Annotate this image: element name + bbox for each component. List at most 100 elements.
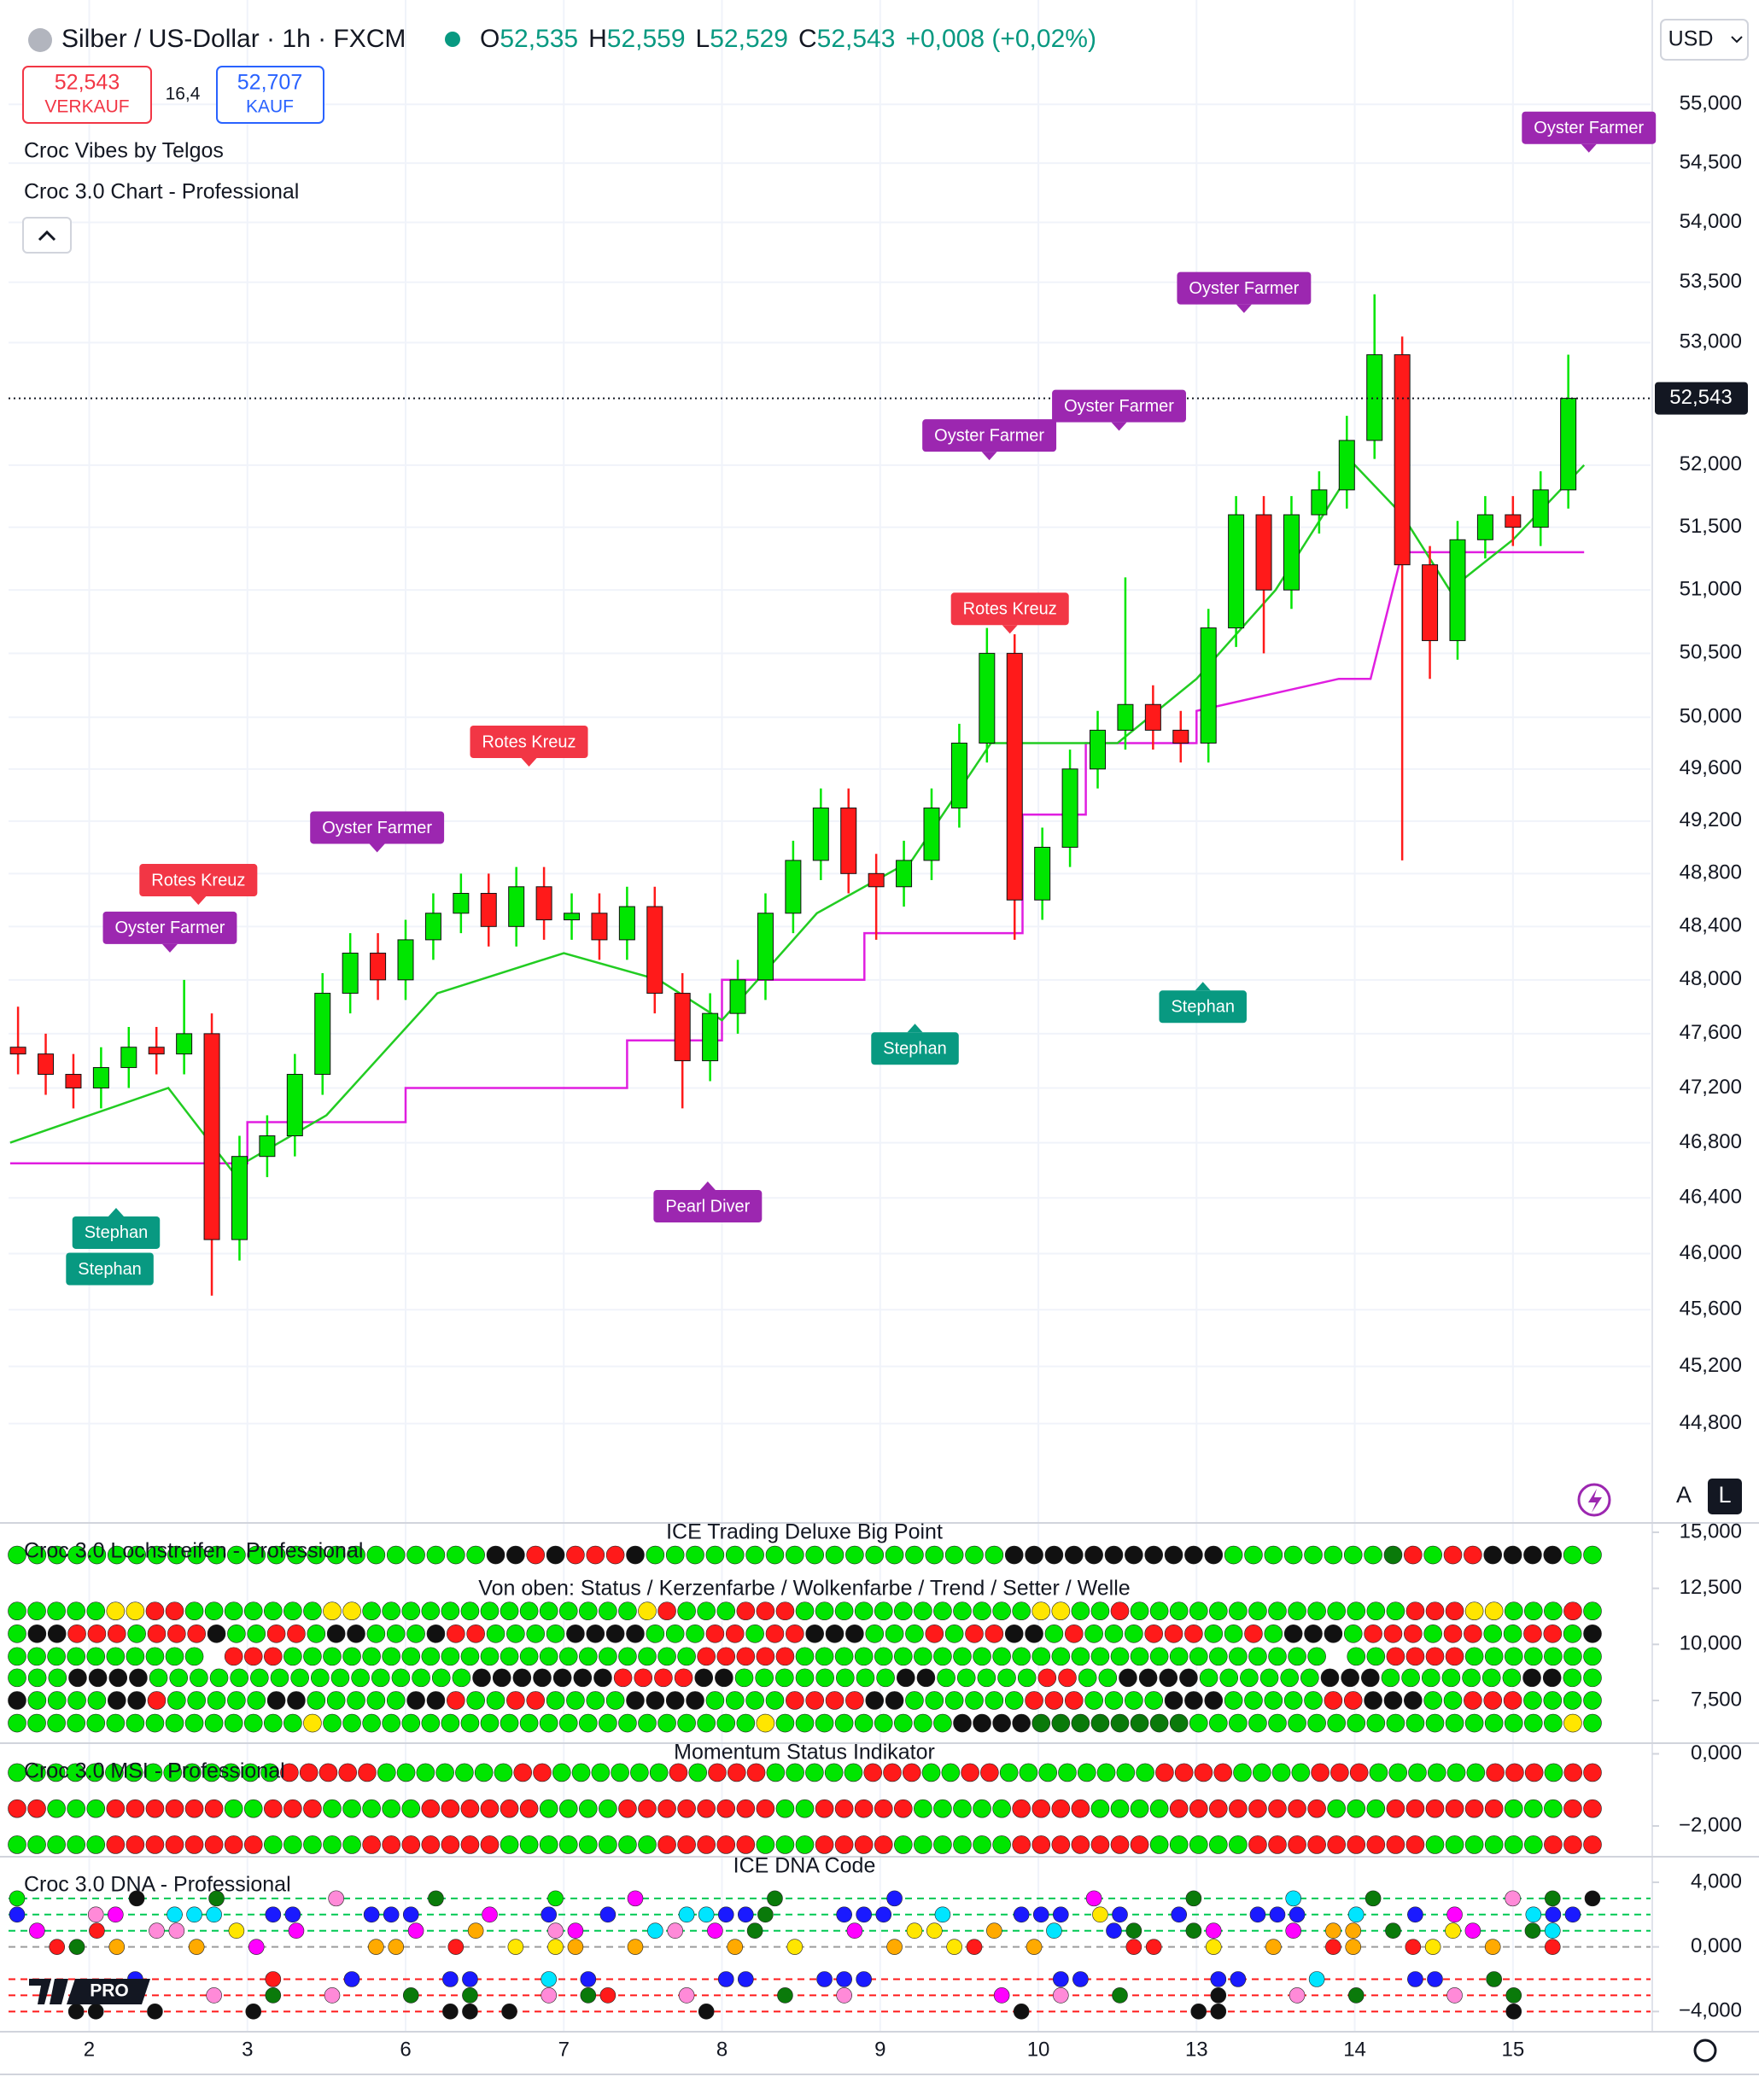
sell-button[interactable] (22, 66, 152, 124)
status-dot (1481, 1668, 1501, 1688)
status-dot (547, 1922, 564, 1940)
status-dot (1229, 1835, 1248, 1854)
status-dot (944, 1691, 964, 1710)
status-dot (1324, 1624, 1343, 1643)
status-dot (480, 1799, 500, 1818)
status-dot (149, 1668, 168, 1688)
pane-title: ICE Trading Deluxe Big Point (666, 1520, 943, 1544)
status-dot (163, 1763, 183, 1782)
status-dot (168, 1922, 185, 1940)
status-dot (1462, 1668, 1481, 1688)
scale-button-bg[interactable] (1708, 1479, 1742, 1514)
status-dot (674, 1668, 693, 1688)
status-dot (1233, 1763, 1252, 1782)
status-dot (1025, 1545, 1043, 1565)
status-dot (1405, 1647, 1425, 1666)
indicator-name[interactable]: Croc 3.0 Chart - Professional (24, 180, 299, 204)
status-dot (914, 1601, 932, 1621)
logo-mark (29, 1979, 68, 2004)
status-dot (124, 1763, 143, 1782)
status-dot (966, 1939, 983, 1955)
status-dot (89, 1922, 105, 1940)
status-dot (805, 1763, 824, 1782)
status-dot (677, 1799, 696, 1818)
status-dot (894, 1799, 913, 1818)
status-dot (618, 1601, 637, 1621)
status-dot (1169, 1647, 1189, 1666)
status-dot (421, 1601, 441, 1621)
candle-body (92, 1067, 109, 1088)
scale-button[interactable]: L (1718, 1482, 1731, 1508)
status-dot (795, 1799, 815, 1818)
status-dot (1004, 1691, 1024, 1710)
status-dot (1194, 1763, 1213, 1782)
status-dot (1051, 1799, 1071, 1818)
status-dot (149, 1922, 165, 1940)
status-dot (1199, 1668, 1218, 1688)
ohlc-value: 52,559 (607, 25, 686, 53)
status-dot (825, 1624, 844, 1643)
status-dot (1044, 1624, 1064, 1643)
status-dot (500, 1647, 519, 1666)
status-dot (8, 1713, 26, 1733)
status-dot (756, 1835, 775, 1854)
status-dot (1053, 1906, 1069, 1923)
status-dot (1130, 1601, 1149, 1621)
status-dot (765, 1545, 785, 1565)
status-dot (775, 1835, 795, 1854)
status-dot (638, 1835, 657, 1854)
status-dot (1386, 1799, 1405, 1818)
settings-icon[interactable] (1693, 2039, 1717, 2062)
signal-pointer (521, 757, 537, 767)
signal-label-text: Rotes Kreuz (963, 600, 1057, 619)
status-dot (1386, 1835, 1405, 1854)
y-tick-label: 50,000 (1680, 705, 1742, 728)
status-dot (1229, 1799, 1248, 1818)
status-dot (145, 1601, 165, 1621)
buy-button[interactable] (216, 66, 324, 124)
status-dot (1401, 1668, 1420, 1688)
status-dot (435, 1763, 454, 1782)
status-dot (1104, 1691, 1124, 1710)
signal-label (1159, 990, 1247, 1024)
status-dot (824, 1763, 844, 1782)
status-dot (500, 1799, 519, 1818)
status-dot (1224, 1545, 1243, 1565)
status-dot (1343, 1691, 1363, 1710)
status-dot (303, 1647, 322, 1666)
status-dot (228, 1922, 245, 1940)
y-tick-label: 47,200 (1680, 1076, 1742, 1099)
scale-button[interactable]: A (1676, 1482, 1692, 1508)
status-dot (533, 1763, 552, 1782)
status-dot (863, 1763, 883, 1782)
status-dot (1189, 1647, 1208, 1666)
status-dot (1209, 1601, 1228, 1621)
indicator-name[interactable]: Croc Vibes by Telgos (24, 139, 224, 163)
status-dot (667, 1922, 683, 1940)
status-dot (677, 1647, 696, 1666)
status-dot (388, 1939, 405, 1955)
y-tick-label: 46,000 (1680, 1241, 1742, 1264)
status-dot (865, 1624, 885, 1643)
status-dot (1072, 1971, 1089, 1987)
status-dot (1155, 1763, 1174, 1782)
status-dot (1229, 1601, 1248, 1621)
status-dot (265, 1906, 282, 1923)
candle-body (1560, 398, 1577, 491)
alert-icon[interactable] (1577, 1483, 1611, 1517)
status-dot (1483, 1691, 1503, 1710)
status-dot (775, 1799, 795, 1818)
buy-price: 52,707 (237, 71, 302, 95)
status-dot (480, 1647, 500, 1666)
status-dot (347, 1624, 365, 1643)
status-dot (1244, 1545, 1263, 1565)
status-dot (579, 1799, 598, 1818)
status-dot (307, 1691, 326, 1710)
status-dot (1248, 1713, 1267, 1733)
status-dot (1026, 1939, 1043, 1955)
status-dot (402, 1906, 419, 1923)
status-dot (834, 1713, 854, 1733)
collapse-button[interactable] (22, 217, 72, 254)
currency-button[interactable] (1660, 19, 1749, 61)
